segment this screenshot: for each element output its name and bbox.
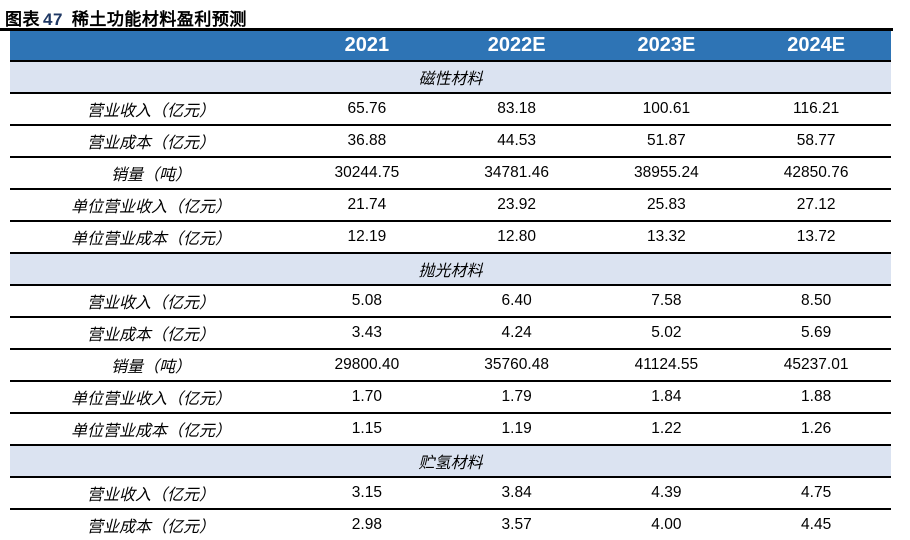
cell-value: 41124.55 [634, 356, 699, 373]
table-row: 营业收入（亿元） 5.08 6.40 7.58 8.50 [10, 284, 891, 316]
cell-value: 7.58 [651, 292, 682, 309]
cell-value: 1.84 [651, 388, 682, 405]
table-row: 单位营业成本（亿元） 12.19 12.80 13.32 13.72 [10, 220, 891, 252]
table-row: 营业收入（亿元） 3.15 3.84 4.39 4.75 [10, 476, 891, 508]
cell-value: 5.69 [801, 324, 832, 341]
cell-value: 3.43 [351, 324, 382, 341]
cell-value: 5.02 [651, 324, 682, 341]
cell-value: 12.80 [497, 228, 537, 245]
cell-value: 30244.75 [334, 164, 400, 181]
row-label: 销量（吨） [110, 167, 191, 184]
cell-value: 35760.48 [484, 356, 549, 373]
table-row: 营业成本（亿元） 36.88 44.53 51.87 58.77 [10, 124, 891, 156]
cell-value: 36.88 [347, 132, 387, 149]
cell-value: 1.19 [501, 420, 532, 437]
cell-value: 34781.46 [484, 164, 549, 181]
cell-value: 4.39 [651, 484, 682, 501]
row-label: 单位营业成本（亿元） [70, 423, 231, 440]
cell-value: 23.92 [497, 196, 537, 213]
cell-value: 1.15 [351, 420, 382, 437]
cell-value: 4.00 [651, 516, 682, 533]
figure-number: 47 [43, 10, 63, 29]
cell-value: 42850.76 [783, 164, 849, 181]
cell-value: 1.22 [651, 420, 682, 437]
cell-value: 3.57 [501, 516, 532, 533]
cell-value: 3.15 [351, 484, 382, 501]
cell-value: 65.76 [347, 100, 387, 117]
column-header-2024e: 2024E [787, 34, 846, 56]
cell-value: 1.26 [801, 420, 832, 437]
column-header-2022e: 2022E [487, 34, 546, 56]
cell-value: 38955.24 [634, 164, 699, 181]
cell-value: 13.72 [796, 228, 836, 245]
figure-title: 稀土功能材料盈利预测 [71, 10, 247, 29]
table-body: 磁性材料营业收入（亿元） 65.76 83.18 100.61 116.21 营业成本（亿… [10, 60, 891, 540]
cell-value: 116.21 [792, 100, 840, 117]
column-header-2021: 2021 [344, 34, 390, 56]
row-label: 营业成本（亿元） [86, 519, 215, 536]
section-header-0: 磁性材料 [10, 60, 891, 92]
cell-value: 4.45 [801, 516, 832, 533]
cell-value: 100.61 [642, 100, 691, 117]
cell-value: 3.84 [501, 484, 532, 501]
row-label: 营业收入（亿元） [86, 103, 215, 120]
row-label: 单位营业收入（亿元） [70, 199, 231, 216]
cell-value: 45237.01 [783, 356, 849, 373]
cell-value: 1.79 [501, 388, 532, 405]
cell-value: 2.98 [351, 516, 382, 533]
figure-caption: 图表 47 稀土功能材料盈利预测 [0, 0, 910, 29]
row-label: 营业成本（亿元） [86, 135, 215, 152]
cell-value: 29800.40 [334, 356, 400, 373]
table-row: 营业成本（亿元） 3.43 4.24 5.02 5.69 [10, 316, 891, 348]
cell-value: 1.70 [351, 388, 382, 405]
cell-value: 1.88 [801, 388, 832, 405]
table-row: 单位营业成本（亿元） 1.15 1.19 1.22 1.26 [10, 412, 891, 444]
cell-value: 27.12 [796, 196, 836, 213]
section-header-2: 贮氢材料 [10, 444, 891, 476]
table-row: 单位营业收入（亿元） 21.74 23.92 25.83 27.12 [10, 188, 891, 220]
table-row: 营业成本（亿元） 2.98 3.57 4.00 4.45 [10, 508, 891, 540]
cell-value: 83.18 [497, 100, 537, 117]
caption-underline-rule [0, 28, 893, 31]
forecast-table: 2021 2022E 2023E 2024E 磁性材料营业收入（亿元） 65.76… [10, 31, 891, 540]
cell-value: 25.83 [646, 196, 686, 213]
row-label: 营业成本（亿元） [86, 327, 215, 344]
row-label: 营业收入（亿元） [86, 487, 215, 504]
cell-value: 44.53 [497, 132, 537, 149]
table-row: 销量（吨） 29800.40 35760.48 41124.55 45237.01 [10, 348, 891, 380]
cell-value: 51.87 [646, 132, 686, 149]
table-header-row: 2021 2022E 2023E 2024E [10, 31, 891, 60]
column-header-2023e: 2023E [637, 34, 696, 56]
cell-value: 6.40 [501, 292, 532, 309]
cell-value: 4.24 [501, 324, 532, 341]
figure-caption-prefix: 图表 [5, 10, 40, 29]
cell-value: 13.32 [646, 228, 686, 245]
cell-value: 12.19 [347, 228, 387, 245]
table-row: 营业收入（亿元） 65.76 83.18 100.61 116.21 [10, 92, 891, 124]
row-label: 营业收入（亿元） [86, 295, 215, 312]
cell-value: 4.75 [801, 484, 832, 501]
row-label: 销量（吨） [110, 359, 191, 376]
cell-value: 58.77 [796, 132, 836, 149]
table-row: 销量（吨） 30244.75 34781.46 38955.24 42850.76 [10, 156, 891, 188]
row-label: 单位营业收入（亿元） [70, 391, 231, 408]
table-row: 单位营业收入（亿元） 1.70 1.79 1.84 1.88 [10, 380, 891, 412]
cell-value: 5.08 [351, 292, 382, 309]
cell-value: 8.50 [801, 292, 832, 309]
row-label: 单位营业成本（亿元） [70, 231, 231, 248]
cell-value: 21.74 [347, 196, 387, 213]
section-header-1: 抛光材料 [10, 252, 891, 284]
